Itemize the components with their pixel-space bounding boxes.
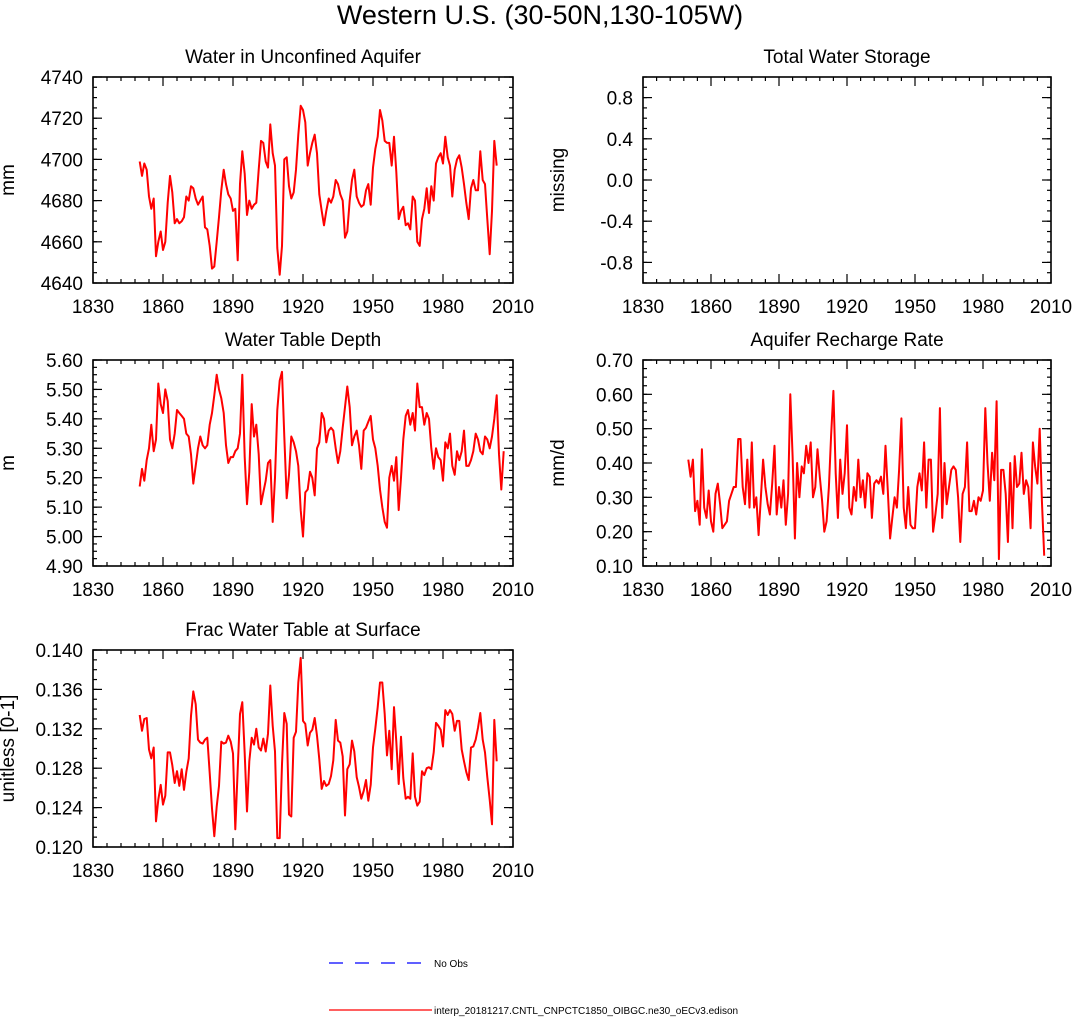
panel-frac-water-table-at-surface: Frac Water Table at Surface unitless [0-1… bbox=[0, 620, 534, 882]
y-tick-label: 4700 bbox=[41, 150, 83, 171]
x-tick-label: 1890 bbox=[212, 861, 254, 882]
legend: No Obs interp_20181217.CNTL_CNPCTC1850_O… bbox=[329, 959, 738, 1017]
x-tick-label: 1980 bbox=[422, 297, 464, 318]
chart-title: Frac Water Table at Surface bbox=[185, 620, 421, 641]
y-tick-label: 0.124 bbox=[35, 799, 83, 820]
y-tick-label: 0.4 bbox=[607, 130, 634, 151]
x-tick-label: 1890 bbox=[758, 580, 800, 601]
y-tick-label: 0.8 bbox=[607, 89, 633, 110]
chart-title: Water in Unconfined Aquifer bbox=[185, 47, 422, 68]
x-tick-label: 2010 bbox=[492, 861, 534, 882]
y-tick-label: 5.60 bbox=[46, 351, 83, 372]
x-tick-label: 1830 bbox=[72, 861, 114, 882]
y-tick-label: 5.50 bbox=[46, 380, 83, 401]
y-tick-label: 0.60 bbox=[596, 385, 633, 406]
x-tick-label: 1890 bbox=[212, 297, 254, 318]
figure-title: Western U.S. (30-50N,130-105W) bbox=[337, 0, 743, 30]
y-tick-label: 5.40 bbox=[46, 410, 83, 431]
y-tick-label: -0.8 bbox=[600, 253, 633, 274]
x-tick-label: 1950 bbox=[352, 861, 394, 882]
y-tick-label: 0.30 bbox=[596, 488, 633, 509]
plot-frame bbox=[642, 359, 1052, 567]
x-tick-label: 2010 bbox=[492, 297, 534, 318]
y-tick-label: -0.4 bbox=[600, 212, 633, 233]
y-tick-label: 0.128 bbox=[35, 759, 83, 780]
y-tick-label: 4680 bbox=[41, 192, 83, 213]
x-tick-label: 1980 bbox=[422, 580, 464, 601]
series-line bbox=[138, 656, 498, 840]
x-tick-label: 2010 bbox=[1030, 297, 1072, 318]
panel-aquifer-recharge-rate: Aquifer Recharge Rate mm/d 1830 1860 1890 192… bbox=[548, 330, 1072, 601]
y-tick-label: 0.50 bbox=[596, 420, 633, 441]
x-tick-label: 1830 bbox=[72, 297, 114, 318]
x-tick-label: 1830 bbox=[72, 580, 114, 601]
x-tick-label: 1890 bbox=[758, 297, 800, 318]
panel-water-table-depth: Water Table Depth m 1830 1860 1890 1920 1950 19… bbox=[0, 330, 534, 601]
chart-title: Aquifer Recharge Rate bbox=[750, 330, 943, 351]
series-line bbox=[687, 389, 1046, 561]
x-tick-label: 1830 bbox=[622, 580, 664, 601]
y-tick-label: 4740 bbox=[41, 68, 83, 89]
y-axis-label: mm bbox=[0, 164, 19, 196]
x-tick-label: 1950 bbox=[894, 580, 936, 601]
x-tick-label: 1980 bbox=[962, 580, 1004, 601]
x-tick-label: 1860 bbox=[142, 297, 184, 318]
y-tick-label: 0.20 bbox=[596, 523, 633, 544]
y-tick-label: 0.70 bbox=[596, 351, 633, 372]
x-tick-label: 1980 bbox=[422, 861, 464, 882]
y-tick-label: 0.10 bbox=[596, 557, 633, 578]
y-tick-label: 0.132 bbox=[35, 720, 83, 741]
x-tick-label: 1860 bbox=[690, 580, 732, 601]
y-axis-label: missing bbox=[548, 148, 569, 212]
y-tick-label: 4.90 bbox=[46, 557, 83, 578]
x-tick-label: 1890 bbox=[212, 580, 254, 601]
y-axis-label: mm/d bbox=[548, 439, 569, 487]
x-tick-label: 1920 bbox=[282, 297, 324, 318]
x-tick-label: 1920 bbox=[826, 297, 868, 318]
x-tick-label: 1920 bbox=[282, 580, 324, 601]
y-tick-label: 4640 bbox=[41, 274, 83, 295]
x-tick-label: 2010 bbox=[1030, 580, 1072, 601]
y-tick-label: 5.00 bbox=[46, 528, 83, 549]
panel-water-in-unconfined-aquifer: Water in Unconfined Aquifer mm 1830 1860 189… bbox=[0, 47, 534, 318]
y-tick-label: 0.120 bbox=[35, 838, 83, 859]
x-tick-label: 1860 bbox=[142, 580, 184, 601]
y-tick-label: 0.0 bbox=[607, 171, 633, 192]
x-tick-label: 1950 bbox=[352, 297, 394, 318]
x-tick-label: 2010 bbox=[492, 580, 534, 601]
y-tick-label: 0.136 bbox=[35, 680, 83, 701]
x-tick-label: 1830 bbox=[622, 297, 664, 318]
y-tick-label: 4660 bbox=[41, 233, 83, 254]
x-tick-label: 1920 bbox=[826, 580, 868, 601]
x-tick-label: 1980 bbox=[962, 297, 1004, 318]
series-line bbox=[138, 104, 498, 276]
x-tick-label: 1920 bbox=[282, 861, 324, 882]
x-tick-label: 1860 bbox=[142, 861, 184, 882]
legend-model-label: interp_20181217.CNTL_CNPCTC1850_OIBGC.ne… bbox=[434, 1006, 738, 1017]
x-tick-label: 1860 bbox=[690, 297, 732, 318]
x-tick-label: 1950 bbox=[894, 297, 936, 318]
y-tick-label: 4720 bbox=[41, 109, 83, 130]
y-tick-label: 5.30 bbox=[46, 439, 83, 460]
chart-title: Water Table Depth bbox=[225, 330, 381, 351]
y-tick-label: 5.10 bbox=[46, 498, 83, 519]
y-axis-label: unitless [0-1] bbox=[0, 695, 19, 803]
plot-frame bbox=[642, 76, 1052, 284]
x-tick-label: 1950 bbox=[352, 580, 394, 601]
legend-obs-label: No Obs bbox=[434, 959, 468, 970]
y-tick-label: 5.20 bbox=[46, 469, 83, 490]
series-line bbox=[138, 370, 505, 538]
panel-total-water-storage: Total Water Storage missing 1830 1860 1890 19… bbox=[548, 47, 1072, 318]
y-tick-label: 0.140 bbox=[35, 641, 83, 662]
chart-title: Total Water Storage bbox=[763, 47, 930, 68]
y-tick-label: 0.40 bbox=[596, 454, 633, 475]
y-axis-label: m bbox=[0, 455, 19, 471]
